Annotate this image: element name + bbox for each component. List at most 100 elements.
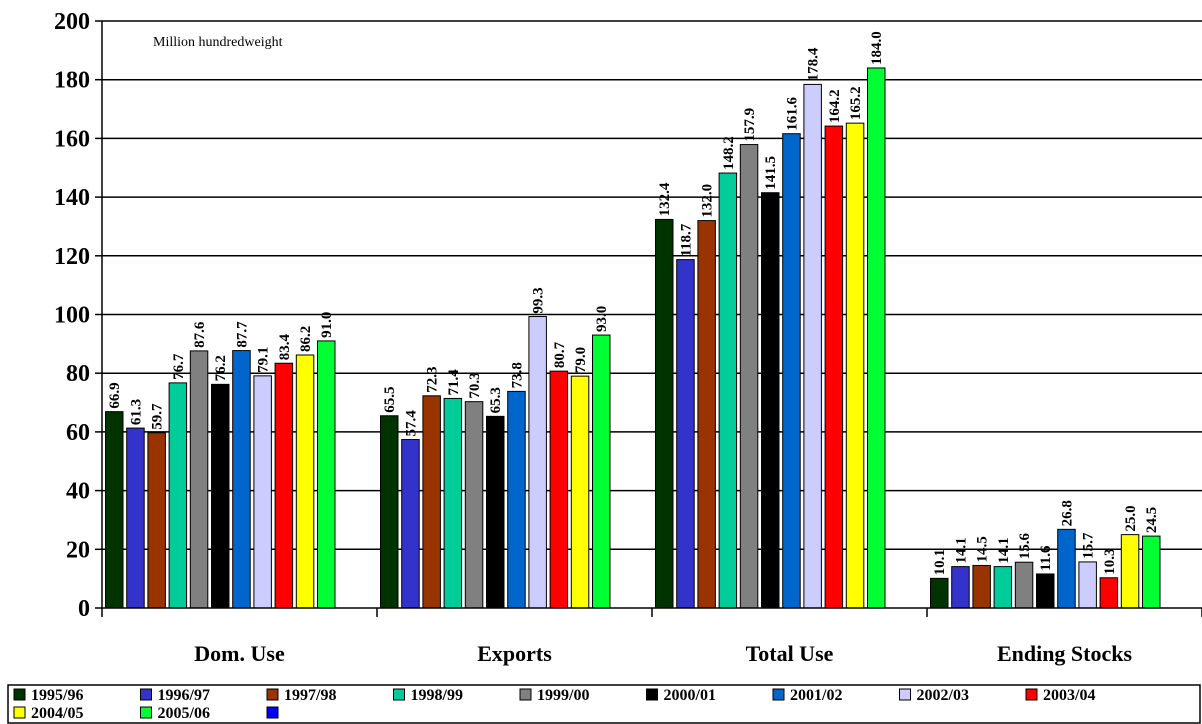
bar [168, 382, 188, 609]
data-label: 148.2 [721, 136, 737, 170]
legend-label: 2001/02 [790, 687, 842, 704]
data-label: 57.4 [403, 410, 419, 437]
data-label: 132.0 [700, 184, 716, 218]
bar [592, 334, 611, 609]
y-tick-label: 40 [66, 479, 90, 505]
category-label: Ending Stocks [997, 641, 1133, 666]
bar [232, 350, 251, 609]
legend-label: 1997/98 [284, 687, 336, 704]
bar [1099, 577, 1119, 609]
data-label: 71.4 [446, 369, 462, 396]
bar [528, 316, 547, 609]
y-tick-label: 100 [54, 303, 90, 329]
bar [930, 577, 949, 609]
legend-label: 1996/97 [158, 687, 210, 704]
data-label: 14.5 [975, 536, 991, 562]
bar [697, 220, 716, 609]
data-label: 79.1 [256, 347, 272, 373]
legend-label: 2002/03 [917, 687, 969, 704]
legend-swatch [519, 688, 532, 701]
bar [105, 411, 124, 609]
bar [401, 439, 420, 609]
data-label: 15.6 [1017, 532, 1033, 559]
data-label: 65.3 [488, 387, 504, 413]
y-tick-label: 200 [54, 9, 90, 35]
data-label: 165.2 [848, 86, 864, 120]
legend-swatch [13, 688, 26, 701]
data-label: 99.3 [531, 287, 547, 313]
data-label: 184.0 [869, 31, 885, 65]
data-label: 70.3 [467, 372, 483, 398]
bar [422, 395, 441, 609]
bar [570, 375, 590, 609]
category-label: Dom. Use [194, 641, 285, 666]
legend: 1995/96 1996/97 1997/98 1998/99 1999/00 2000/… [7, 684, 1201, 724]
data-label: 91.0 [319, 312, 335, 338]
legend-swatch-extra [266, 706, 279, 719]
bar [317, 340, 336, 609]
data-label: 87.7 [234, 321, 250, 348]
data-label: 15.7 [1081, 532, 1097, 559]
legend-swatch [266, 688, 279, 701]
legend-swatch [772, 688, 785, 701]
data-label: 59.7 [150, 403, 166, 430]
bar [464, 401, 484, 609]
data-label: 161.6 [784, 96, 800, 130]
legend-swatch [899, 688, 911, 701]
legend-label: 2000/01 [664, 687, 716, 704]
data-label: 76.2 [213, 355, 229, 381]
legend-swatch [140, 688, 152, 701]
bar [845, 122, 865, 609]
data-label: 164.2 [827, 89, 843, 123]
category-label: Total Use [746, 641, 834, 666]
legend-label: 1995/96 [31, 687, 83, 704]
data-label: 10.1 [932, 549, 948, 575]
bar [189, 350, 209, 609]
bar [1036, 573, 1055, 609]
data-label: 24.5 [1144, 507, 1160, 533]
bar [507, 390, 526, 609]
legend-swatch [13, 706, 26, 719]
y-tick-label: 140 [54, 185, 90, 211]
data-label: 66.9 [107, 382, 123, 408]
y-tick-label: 120 [54, 244, 90, 270]
data-label: 65.5 [382, 387, 398, 413]
bar [972, 564, 991, 609]
bar [486, 415, 505, 609]
y-tick-label: 180 [54, 68, 90, 94]
data-label: 87.6 [192, 321, 208, 348]
bar [676, 259, 695, 609]
bar [211, 383, 230, 609]
bar [1142, 535, 1161, 609]
legend-label: 2003/04 [1043, 687, 1095, 704]
data-label: 76.7 [171, 353, 187, 380]
category-label: Exports [477, 641, 552, 666]
unit-note: Million hundredweight [153, 35, 283, 50]
y-tick-label: 60 [66, 420, 90, 446]
legend-label: 2005/06 [158, 705, 210, 722]
data-label: 157.9 [742, 108, 758, 142]
bar [1014, 561, 1034, 609]
legend-box [7, 684, 1201, 724]
data-label: 80.7 [552, 341, 568, 368]
data-label: 61.3 [128, 399, 144, 425]
legend-swatch [393, 688, 405, 701]
legend-label: 1998/99 [411, 687, 463, 704]
data-label: 26.8 [1059, 500, 1075, 526]
y-tick-label: 80 [66, 361, 90, 387]
bar [1057, 528, 1076, 609]
data-label: 83.4 [277, 333, 293, 360]
data-label: 73.8 [509, 362, 525, 388]
legend-swatch [1025, 688, 1038, 701]
data-label: 86.2 [298, 326, 314, 352]
y-tick-label: 20 [66, 537, 90, 563]
bar [126, 427, 145, 609]
y-tick-label: 0 [78, 596, 90, 622]
data-label: 178.4 [806, 47, 822, 81]
data-label: 10.3 [1102, 549, 1118, 575]
bar [147, 432, 166, 609]
data-label: 118.7 [678, 223, 694, 256]
bar [1120, 534, 1140, 609]
bar [951, 566, 970, 609]
